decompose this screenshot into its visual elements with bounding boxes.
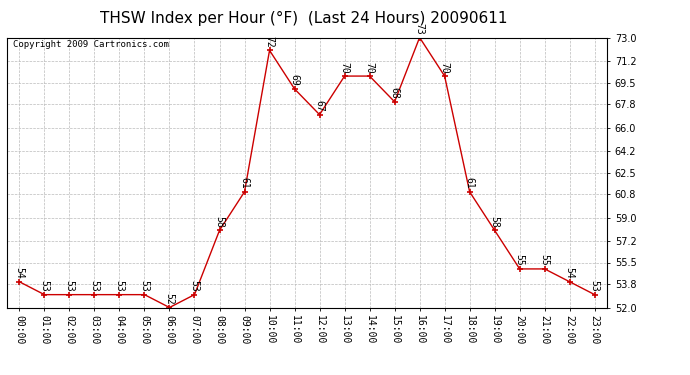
Text: 68: 68 — [390, 87, 400, 99]
Text: 61: 61 — [239, 177, 250, 189]
Text: 58: 58 — [215, 216, 224, 228]
Text: 72: 72 — [264, 36, 275, 48]
Text: 67: 67 — [315, 100, 324, 112]
Text: 61: 61 — [464, 177, 475, 189]
Text: THSW Index per Hour (°F)  (Last 24 Hours) 20090611: THSW Index per Hour (°F) (Last 24 Hours)… — [100, 11, 507, 26]
Text: 69: 69 — [290, 74, 299, 86]
Text: 55: 55 — [515, 254, 524, 266]
Text: 70: 70 — [364, 62, 375, 73]
Text: 53: 53 — [190, 280, 199, 292]
Text: Copyright 2009 Cartronics.com: Copyright 2009 Cartronics.com — [13, 40, 169, 49]
Text: 52: 52 — [164, 293, 175, 305]
Text: 70: 70 — [339, 62, 350, 73]
Text: 53: 53 — [115, 280, 124, 292]
Text: 54: 54 — [14, 267, 24, 279]
Text: 70: 70 — [440, 62, 450, 73]
Text: 53: 53 — [139, 280, 150, 292]
Text: 53: 53 — [590, 280, 600, 292]
Text: 55: 55 — [540, 254, 550, 266]
Text: 54: 54 — [564, 267, 575, 279]
Text: 73: 73 — [415, 23, 424, 35]
Text: 53: 53 — [90, 280, 99, 292]
Text: 53: 53 — [39, 280, 50, 292]
Text: 58: 58 — [490, 216, 500, 228]
Text: 53: 53 — [64, 280, 75, 292]
